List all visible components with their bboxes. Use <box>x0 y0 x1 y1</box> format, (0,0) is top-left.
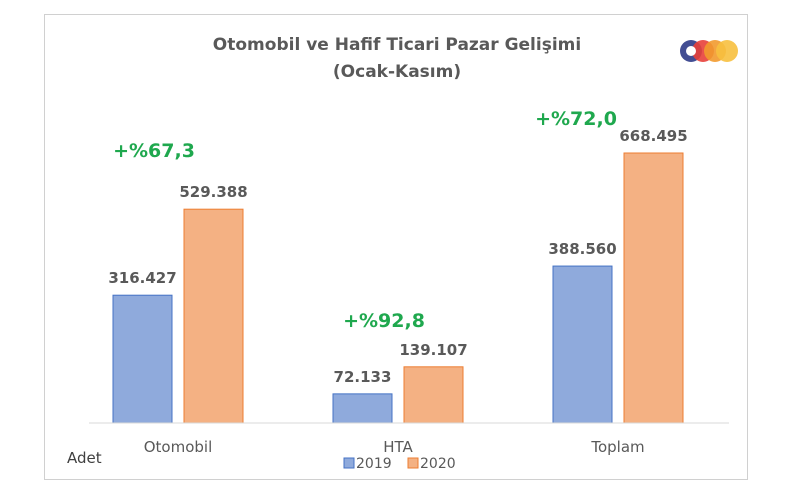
bars-layer: 316.427 529.388 +%67,3 Otomobil 72.133 139.10… <box>108 108 687 456</box>
data-label-otomobil-2020: 529.388 <box>179 183 247 201</box>
data-label-toplam-2019: 388.560 <box>548 240 616 258</box>
legend-label-2019: 2019 <box>356 456 392 472</box>
unit-label: Adet <box>67 449 102 467</box>
growth-label-otomobil: +%67,3 <box>113 140 195 162</box>
chart-title-line1: Otomobil ve Hafif Ticari Pazar Gelişimi <box>213 35 581 55</box>
data-label-hta-2019: 72.133 <box>334 368 392 386</box>
bar-otomobil-2019 <box>112 294 173 424</box>
bar-chart: Otomobil ve Hafif Ticari Pazar Gelişimi … <box>67 35 738 472</box>
bar-hta-2020 <box>403 366 464 424</box>
chart-frame: Otomobil ve Hafif Ticari Pazar Gelişimi … <box>44 14 748 480</box>
growth-label-hta: +%92,8 <box>343 310 425 332</box>
odd-logo <box>680 40 738 62</box>
category-label-toplam: Toplam <box>590 438 644 456</box>
category-label-hta: HTA <box>383 438 413 456</box>
legend-swatch-2020 <box>407 457 419 469</box>
logo-circle-4 <box>716 40 738 62</box>
bar-otomobil-2020 <box>183 208 244 424</box>
data-label-toplam-2020: 668.495 <box>619 127 687 145</box>
bar-toplam-2020 <box>623 152 684 424</box>
legend-label-2020: 2020 <box>420 456 456 472</box>
bar-toplam-2019 <box>552 265 613 424</box>
legend: 2019 2020 <box>343 456 456 472</box>
growth-label-toplam: +%72,0 <box>535 108 617 130</box>
category-label-otomobil: Otomobil <box>144 438 213 456</box>
chart-title-line2: (Ocak-Kasım) <box>333 62 461 82</box>
data-label-otomobil-2019: 316.427 <box>108 269 176 287</box>
legend-swatch-2019 <box>343 457 355 469</box>
data-label-hta-2020: 139.107 <box>399 341 467 359</box>
logo-circle-hole <box>686 46 696 56</box>
bar-hta-2019 <box>332 393 393 424</box>
